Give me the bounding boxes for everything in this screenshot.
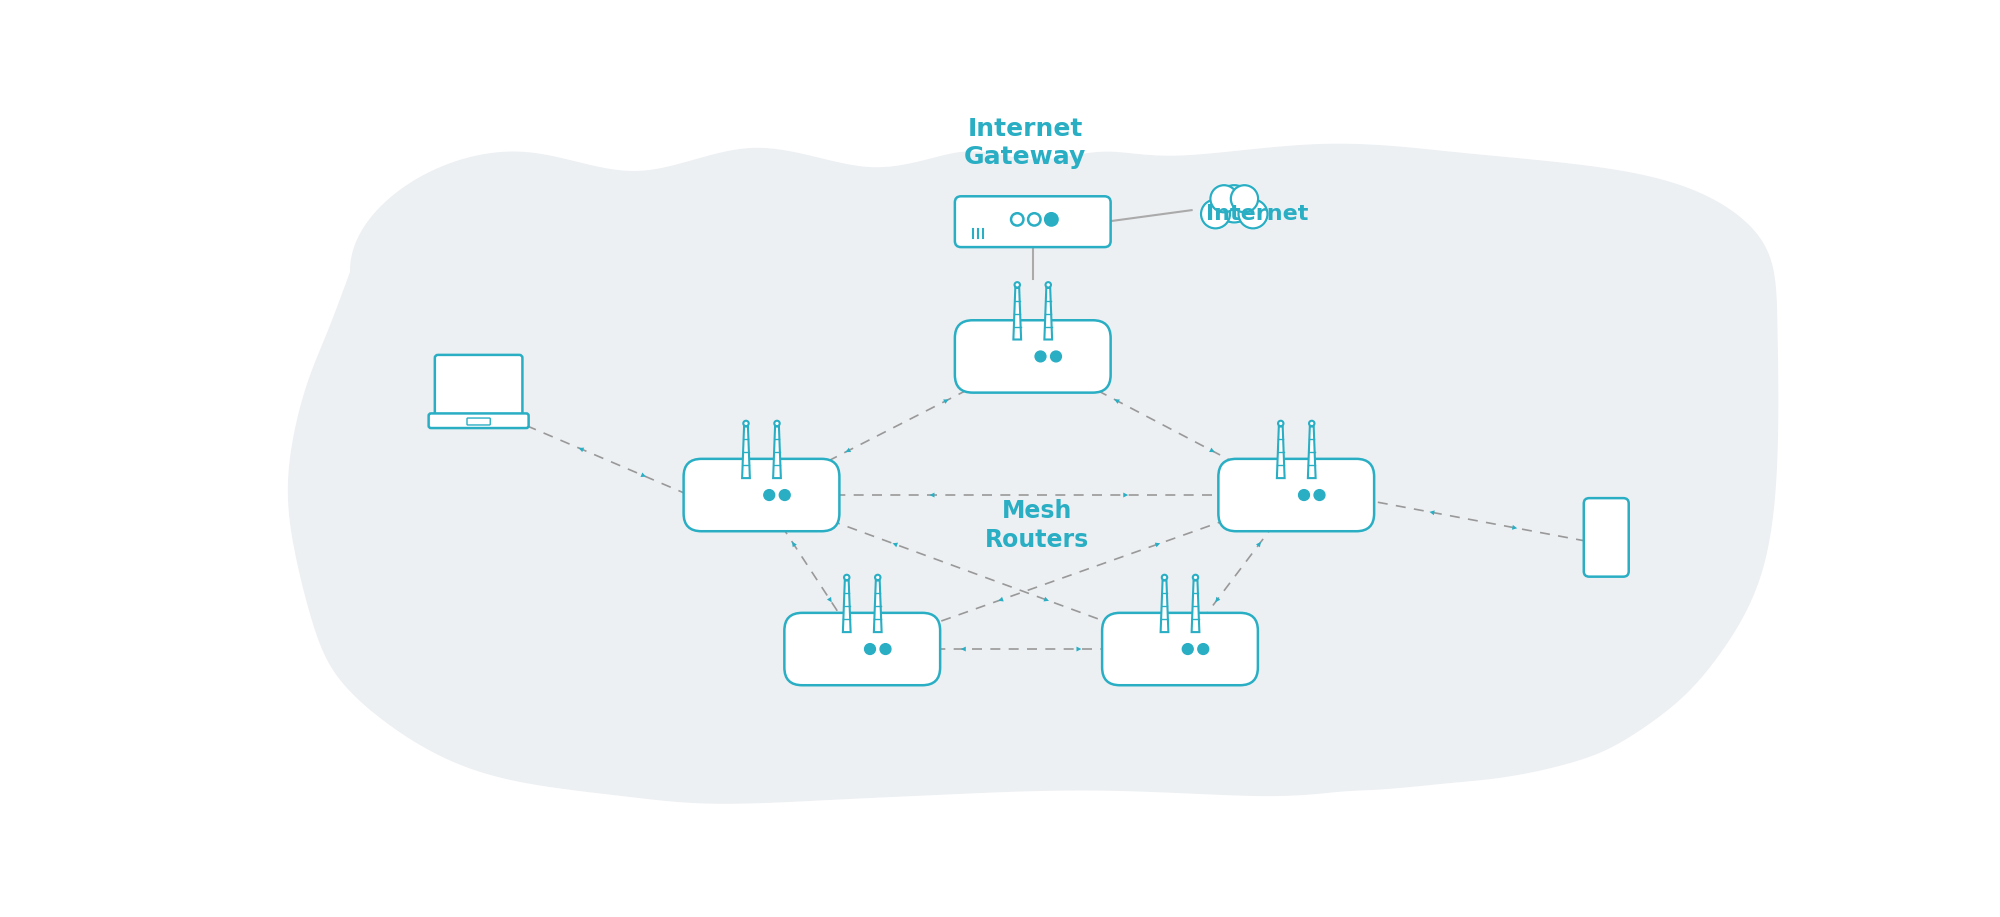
- Polygon shape: [1154, 543, 1160, 547]
- Polygon shape: [1160, 580, 1168, 632]
- Circle shape: [1210, 185, 1238, 213]
- Polygon shape: [1276, 426, 1284, 478]
- Polygon shape: [842, 580, 850, 632]
- Polygon shape: [874, 580, 882, 632]
- Circle shape: [1050, 351, 1062, 362]
- Circle shape: [1012, 214, 1024, 226]
- Polygon shape: [826, 597, 832, 602]
- FancyBboxPatch shape: [434, 355, 522, 419]
- Polygon shape: [1044, 597, 1048, 602]
- Circle shape: [1216, 185, 1254, 223]
- Text: Internet: Internet: [1206, 204, 1308, 224]
- Polygon shape: [1308, 426, 1316, 478]
- Polygon shape: [742, 426, 750, 478]
- FancyBboxPatch shape: [1102, 613, 1258, 685]
- Circle shape: [880, 644, 890, 655]
- Polygon shape: [1210, 447, 1214, 452]
- Polygon shape: [944, 400, 948, 403]
- Polygon shape: [1014, 288, 1022, 339]
- Circle shape: [1198, 644, 1208, 655]
- Polygon shape: [1430, 511, 1434, 515]
- Polygon shape: [1216, 597, 1220, 602]
- Text: Mesh
Routers: Mesh Routers: [984, 500, 1088, 552]
- FancyBboxPatch shape: [954, 320, 1110, 392]
- Polygon shape: [640, 472, 646, 477]
- FancyBboxPatch shape: [1218, 458, 1374, 531]
- Circle shape: [864, 644, 876, 655]
- Polygon shape: [1256, 542, 1260, 547]
- Polygon shape: [1124, 492, 1128, 498]
- Circle shape: [1298, 490, 1310, 501]
- Circle shape: [764, 490, 774, 501]
- Polygon shape: [774, 426, 780, 478]
- Polygon shape: [792, 542, 796, 547]
- Circle shape: [1162, 575, 1168, 580]
- Circle shape: [1182, 644, 1194, 655]
- Circle shape: [1314, 490, 1324, 501]
- Polygon shape: [1192, 580, 1200, 632]
- Polygon shape: [1114, 399, 1120, 403]
- Circle shape: [1214, 184, 1254, 223]
- Circle shape: [1192, 575, 1198, 580]
- Polygon shape: [960, 646, 966, 651]
- Circle shape: [774, 421, 780, 426]
- Circle shape: [1200, 199, 1230, 229]
- Circle shape: [744, 421, 748, 426]
- Circle shape: [780, 490, 790, 501]
- Circle shape: [1310, 421, 1314, 426]
- Polygon shape: [288, 144, 1778, 803]
- Circle shape: [1238, 200, 1268, 228]
- FancyBboxPatch shape: [954, 196, 1110, 247]
- Circle shape: [1230, 184, 1258, 213]
- Circle shape: [1210, 184, 1238, 213]
- Polygon shape: [578, 447, 584, 452]
- Polygon shape: [1512, 525, 1518, 530]
- Circle shape: [876, 575, 880, 580]
- Text: Internet
Gateway: Internet Gateway: [964, 116, 1086, 170]
- Circle shape: [1046, 282, 1050, 288]
- Circle shape: [1238, 199, 1268, 229]
- Polygon shape: [892, 543, 898, 547]
- FancyBboxPatch shape: [684, 458, 840, 531]
- Circle shape: [1278, 421, 1284, 426]
- FancyBboxPatch shape: [1584, 498, 1628, 577]
- Polygon shape: [998, 597, 1004, 602]
- Circle shape: [1230, 185, 1258, 213]
- Circle shape: [1014, 282, 1020, 288]
- FancyBboxPatch shape: [468, 418, 490, 425]
- Circle shape: [1028, 214, 1040, 226]
- Circle shape: [1046, 214, 1058, 226]
- Circle shape: [1036, 351, 1046, 362]
- Circle shape: [1202, 200, 1230, 228]
- Polygon shape: [930, 492, 934, 498]
- Polygon shape: [1076, 646, 1082, 651]
- Circle shape: [844, 575, 850, 580]
- FancyBboxPatch shape: [428, 414, 528, 428]
- Polygon shape: [1044, 288, 1052, 339]
- FancyBboxPatch shape: [784, 613, 940, 685]
- Polygon shape: [846, 447, 852, 452]
